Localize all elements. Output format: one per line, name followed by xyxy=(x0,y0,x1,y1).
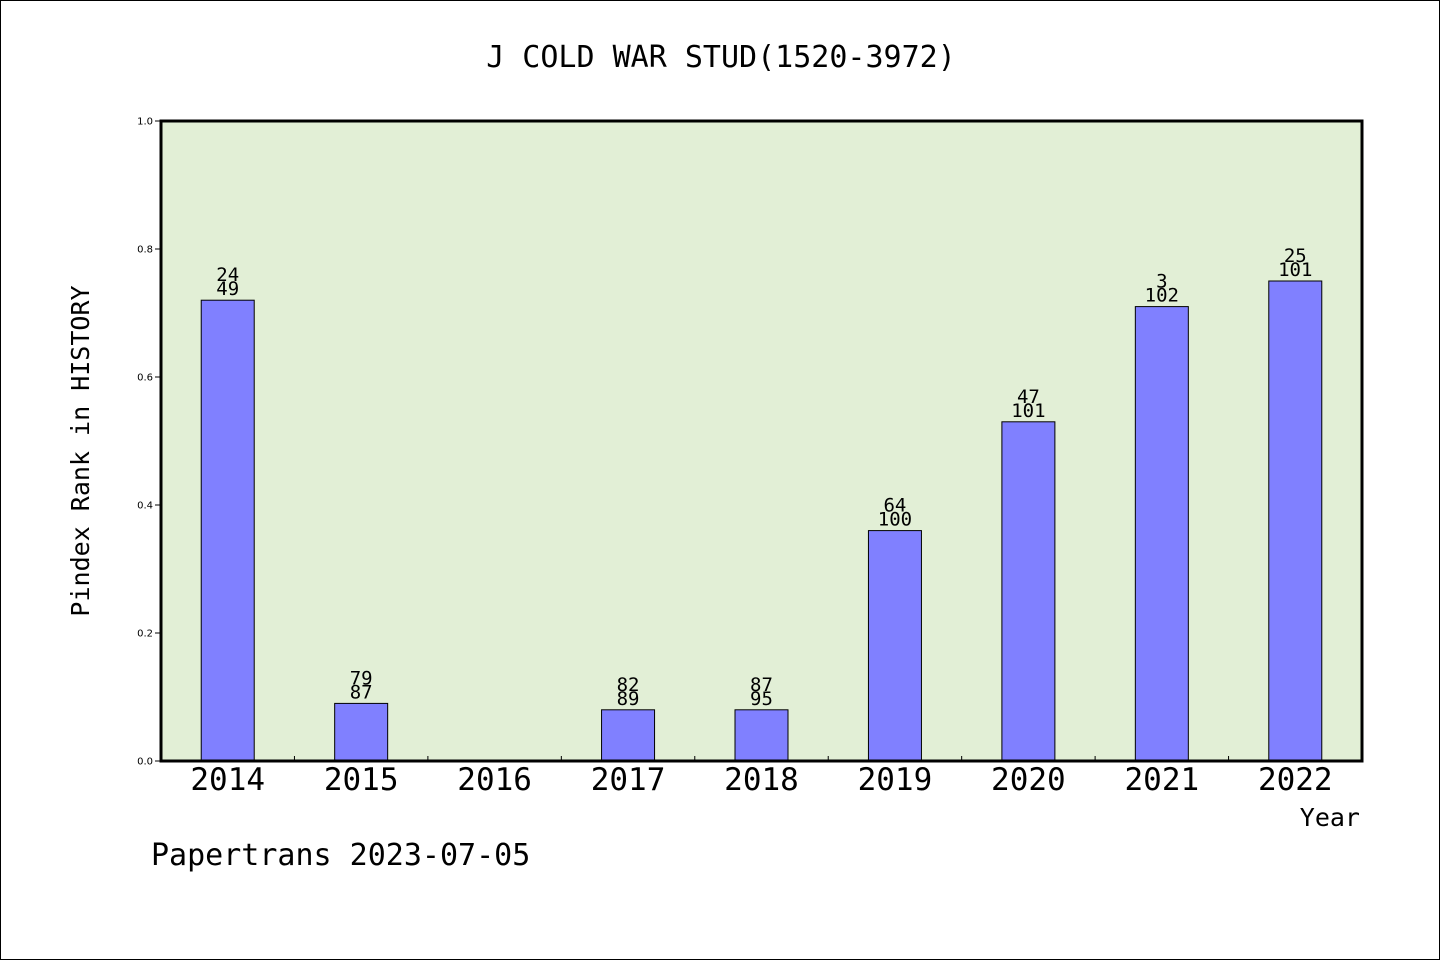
bar-label-top: 47 xyxy=(1017,386,1040,408)
x-tick-label: 2022 xyxy=(1258,762,1333,798)
x-tick-label: 2018 xyxy=(724,762,799,798)
bar xyxy=(867,530,922,762)
bar xyxy=(734,709,789,762)
y-tick-label: 0.0 xyxy=(137,757,153,768)
x-axis: 2014 2015 2016 2017 2018 2019 2020 2021 2022 xyxy=(190,756,1333,798)
x-axis-label: Year xyxy=(1300,803,1360,832)
x-tick-label: 2017 xyxy=(591,762,666,798)
bar-label-bottom: 87 xyxy=(350,681,373,703)
bar-label-top: 87 xyxy=(750,674,773,696)
x-tick-label: 2021 xyxy=(1125,762,1200,798)
bar-label-bottom: 49 xyxy=(216,278,239,300)
y-axis: 0.0 0.2 0.4 0.6 0.8 1.0 xyxy=(137,117,161,768)
bar-label-top: 25 xyxy=(1284,245,1307,267)
x-tick-label: 2019 xyxy=(858,762,933,798)
bar-label-top: 3 xyxy=(1156,271,1167,293)
bar-label-bottom: 95 xyxy=(750,688,773,710)
bar-label-bottom: 101 xyxy=(1011,400,1045,422)
footer-text: Papertrans 2023-07-05 xyxy=(151,838,530,873)
x-tick-label: 2014 xyxy=(190,762,265,798)
bar xyxy=(1001,421,1056,762)
bar-label-bottom: 101 xyxy=(1278,259,1312,281)
bar-label-bottom: 100 xyxy=(878,509,912,531)
chart-title: J COLD WAR STUD(1520-3972) xyxy=(486,40,956,75)
x-tick-label: 2016 xyxy=(457,762,532,798)
y-axis-label: Pindex Rank in HISTORY xyxy=(66,285,95,616)
bar-label-top: 24 xyxy=(216,264,239,286)
x-tick-label: 2015 xyxy=(324,762,399,798)
bar xyxy=(1134,306,1189,762)
bar-label-top: 64 xyxy=(883,495,906,517)
y-tick-label: 1.0 xyxy=(137,117,153,128)
y-tick-label: 0.2 xyxy=(137,629,153,640)
bar-label-bottom: 102 xyxy=(1145,285,1179,307)
y-tick-label: 0.6 xyxy=(137,373,153,384)
y-tick-label: 0.4 xyxy=(137,501,153,512)
bar xyxy=(334,702,389,762)
y-tick-label: 0.8 xyxy=(137,245,153,256)
bar xyxy=(601,709,656,762)
bar xyxy=(1268,280,1323,762)
x-tick-label: 2020 xyxy=(991,762,1066,798)
bar-label-top: 79 xyxy=(350,667,373,689)
bar-label-bottom: 89 xyxy=(617,688,640,710)
bar xyxy=(200,299,255,762)
plot-frame xyxy=(159,119,1364,763)
bar-label-top: 82 xyxy=(617,674,640,696)
